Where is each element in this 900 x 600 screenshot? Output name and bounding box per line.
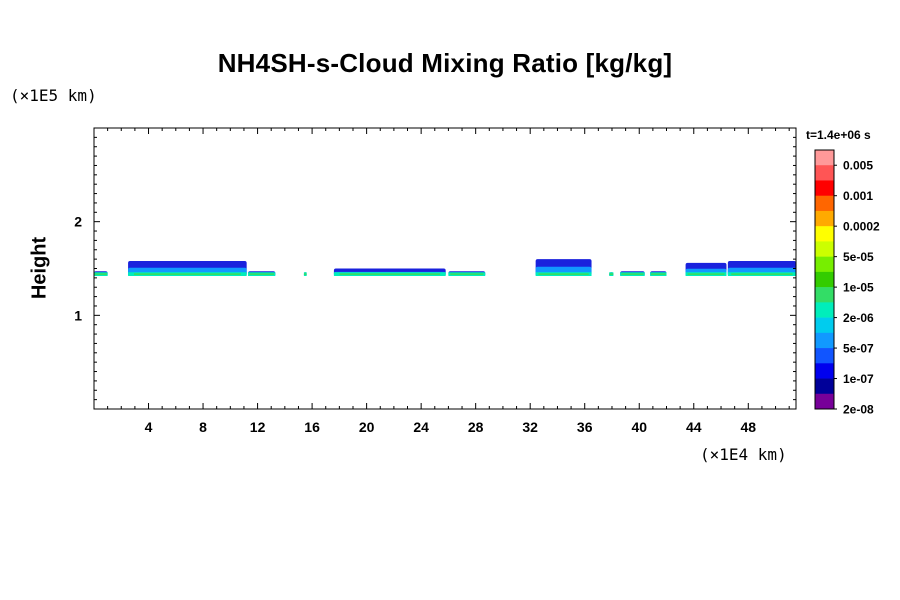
x-tick-label: 32 <box>522 419 538 435</box>
x-tick-label: 40 <box>631 419 647 435</box>
x-tick-label: 12 <box>250 419 266 435</box>
colorbar-label: 2e-08 <box>843 403 874 417</box>
y-tick-label: 2 <box>74 214 82 230</box>
cloud-band <box>94 259 796 276</box>
cloud-segment <box>620 271 645 276</box>
cloud-segment <box>685 262 727 276</box>
time-label: t=1.4e+06 s <box>806 128 871 142</box>
colorbar-label: 1e-05 <box>843 281 874 295</box>
cloud-segment <box>650 271 667 276</box>
colorbar-swatch <box>815 332 834 349</box>
cloud-segment <box>609 272 614 276</box>
colorbar-swatch <box>815 317 834 334</box>
cloud-segment <box>128 261 247 276</box>
colorbar-label: 5e-07 <box>843 342 874 356</box>
colorbar-swatch <box>815 378 834 395</box>
colorbar-label: 0.001 <box>843 189 873 203</box>
colorbar: 0.005 0.001 0.0002 5e-05 1e-05 2e-06 5e-07 1e-0… <box>814 149 880 417</box>
y-axis-unit: (×1E5 km) <box>10 86 97 105</box>
cloud-segment <box>248 271 276 276</box>
colorbar-swatch <box>815 256 834 273</box>
cloud-segment <box>94 271 108 276</box>
colorbar-label: 0.0002 <box>843 220 880 234</box>
colorbar-label: 1e-07 <box>843 372 874 386</box>
x-tick-label: 4 <box>145 419 153 435</box>
x-tick-label: 16 <box>304 419 320 435</box>
colorbar-swatch <box>815 241 834 257</box>
x-tick-label: 44 <box>686 419 702 435</box>
cloud-segment <box>727 261 796 276</box>
x-tick-label: 48 <box>741 419 757 435</box>
colorbar-swatch <box>815 180 834 197</box>
chart-title: NH4SH-s-Cloud Mixing Ratio [kg/kg] <box>217 48 673 78</box>
colorbar-swatch <box>815 393 834 410</box>
x-tick-label: 8 <box>199 419 207 435</box>
colorbar-swatch <box>815 302 834 318</box>
colorbar-swatch <box>815 195 834 212</box>
colorbar-swatch <box>815 271 834 288</box>
colorbar-label: 2e-06 <box>843 311 874 325</box>
colorbar-swatch <box>815 165 834 181</box>
colorbar-swatch <box>815 150 834 166</box>
x-tick-label: 28 <box>468 419 484 435</box>
colorbar-swatch <box>815 287 834 303</box>
y-tick-label: 1 <box>74 307 82 323</box>
cloud-segment <box>448 271 486 276</box>
colorbar-frame <box>814 149 835 410</box>
x-tick-label: 24 <box>413 419 429 435</box>
cloud-segment <box>333 268 446 276</box>
x-tick-label: 20 <box>359 419 375 435</box>
colorbar-label: 0.005 <box>843 159 873 173</box>
x-axis-unit: (×1E4 km) <box>700 445 787 464</box>
colorbar-label: 5e-05 <box>843 250 874 264</box>
cloud-segment <box>535 259 592 276</box>
x-tick-label: 36 <box>577 419 593 435</box>
cloud-segment <box>303 272 307 276</box>
colorbar-swatch <box>815 348 834 364</box>
colorbar-swatch <box>815 226 834 242</box>
colorbar-swatch <box>815 363 834 379</box>
colorbar-swatch <box>815 210 834 227</box>
